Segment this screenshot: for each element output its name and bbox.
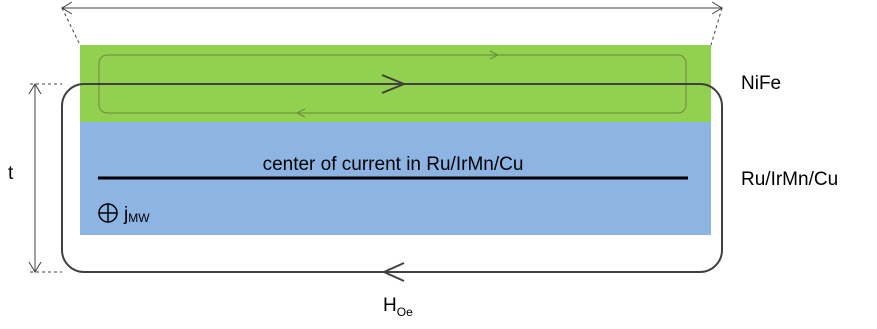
thickness-label: t <box>8 163 14 184</box>
width-dimension <box>61 1 723 46</box>
nife-label: NiFe <box>741 73 781 94</box>
current-density-sub: MW <box>128 211 150 225</box>
oersted-field-loop <box>61 74 723 282</box>
oersted-field-sub: Oe <box>397 305 413 319</box>
thickness-dimension <box>28 83 62 273</box>
circled-plus-icon <box>98 203 118 223</box>
oersted-field-main: H <box>383 295 397 316</box>
center-of-current-label: center of current in Ru/IrMn/Cu <box>263 154 524 175</box>
ru-irmn-cu-label: Ru/IrMn/Cu <box>741 169 838 190</box>
oersted-field-label: HOe <box>383 295 413 319</box>
current-density-main: j <box>123 204 128 225</box>
current-density-label: jMW <box>123 204 150 225</box>
